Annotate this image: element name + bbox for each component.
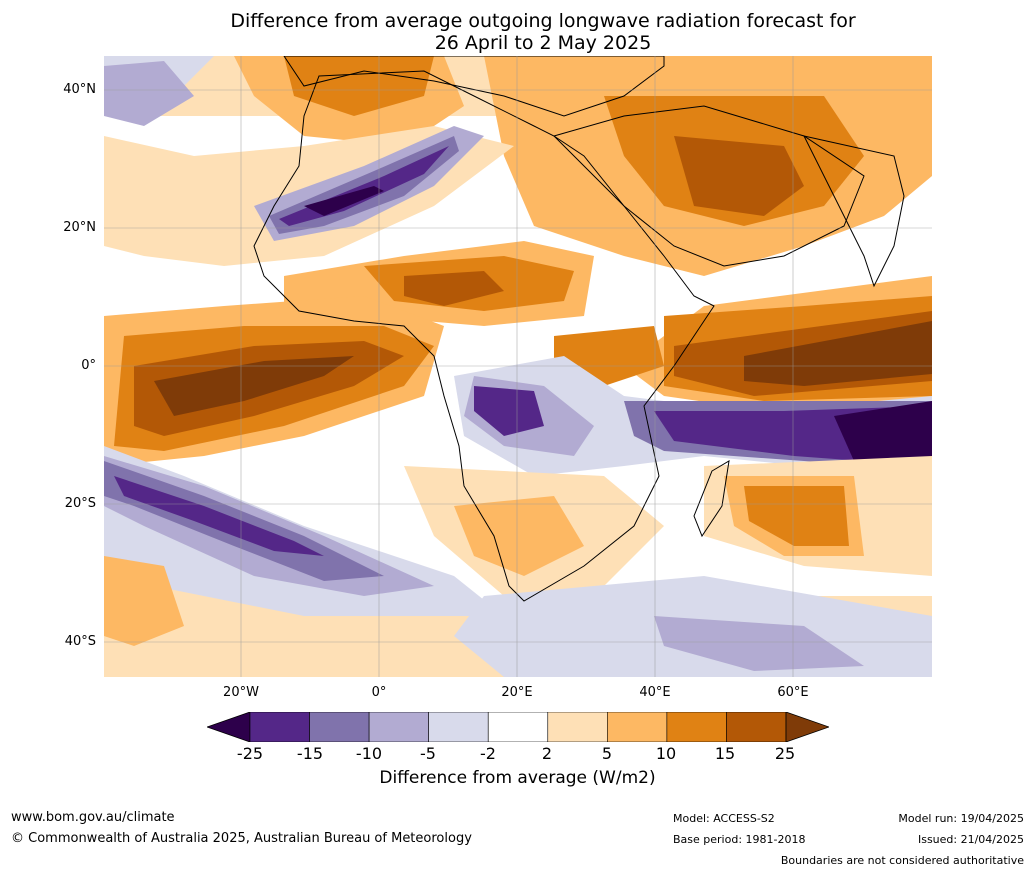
colorbar-segment: [487, 712, 549, 742]
europe-coastline: [283, 56, 665, 117]
colorbar-extend-low: [207, 712, 251, 742]
anomaly-region: [744, 486, 849, 546]
anomaly-region: [114, 476, 324, 556]
colorbar-tick: 15: [714, 744, 736, 763]
colorbar-segment: [547, 712, 608, 742]
lat-label-0: 0°: [81, 358, 96, 373]
anomaly-region: [654, 616, 864, 671]
colorbar-tick: -15: [296, 744, 324, 763]
anomaly-region: [154, 356, 354, 416]
anomaly-region: [304, 186, 384, 216]
footer-website: www.bom.gov.au/climate: [11, 810, 175, 825]
graticule: [104, 56, 932, 677]
lat-label-40s: 40°S: [64, 634, 96, 649]
lon-label-0: 0°: [371, 685, 387, 700]
anomaly-region: [744, 321, 932, 386]
colorbar-tick: -10: [355, 744, 383, 763]
footer-copyright: © Commonwealth of Australia 2025, Austra…: [11, 831, 472, 846]
lon-label-20w: 20°W: [223, 685, 259, 700]
colorbar-segment: [666, 712, 727, 742]
lon-label-20e: 20°E: [501, 685, 533, 700]
footer-model: Model: ACCESS-S2: [673, 812, 775, 825]
colorbar-segment: [368, 712, 429, 742]
colorbar-segment: [726, 712, 787, 742]
anomaly-region: [284, 56, 434, 116]
madagascar-coastline: [693, 460, 730, 538]
africa-coastline: [253, 70, 715, 602]
lon-label-40e: 40°E: [639, 685, 671, 700]
colorbar-tick: -25: [236, 744, 264, 763]
lat-label-40n: 40°N: [63, 82, 96, 97]
colorbar-tick: 2: [541, 744, 553, 763]
footer-base-period: Base period: 1981-2018: [673, 833, 806, 846]
colorbar-label: Difference from average (W/m2): [379, 768, 656, 788]
map-title: Difference from average outgoing longwav…: [0, 10, 1035, 54]
colorbar-segment: [309, 712, 370, 742]
colorbar-tick: -2: [480, 744, 496, 763]
anomaly-region: [404, 271, 504, 306]
colorbar-tick: 25: [774, 744, 796, 763]
anomaly-region: [834, 401, 932, 471]
title-line-2: 26 April to 2 May 2025: [434, 32, 652, 54]
lon-label-60e: 60°E: [777, 685, 809, 700]
colorbar-extend-high: [785, 712, 829, 742]
colorbar-segment: [607, 712, 668, 742]
olr-anomaly-map: [104, 56, 932, 677]
anomaly-region: [104, 61, 194, 126]
india-coastline: [803, 135, 905, 288]
colorbar: [207, 712, 829, 742]
title-line-1: Difference from average outgoing longwav…: [230, 10, 856, 32]
footer-disclaimer: Boundaries are not considered authoritat…: [780, 854, 1024, 867]
footer-model-run: Model run: 19/04/2025: [898, 812, 1024, 825]
anomaly-region: [104, 556, 184, 646]
colorbar-tick: -5: [420, 744, 436, 763]
colorbar-segment: [428, 712, 489, 742]
anomaly-region: [454, 496, 584, 576]
lat-label-20n: 20°N: [63, 220, 96, 235]
lat-label-20s: 20°S: [64, 496, 96, 511]
footer-issued: Issued: 21/04/2025: [917, 833, 1024, 846]
colorbar-tick: 5: [601, 744, 613, 763]
arabia-coastline: [553, 105, 865, 267]
anomaly-region: [674, 136, 804, 216]
anomaly-region: [474, 386, 544, 436]
colorbar-segment: [249, 712, 310, 742]
colorbar-tick: 10: [655, 744, 677, 763]
